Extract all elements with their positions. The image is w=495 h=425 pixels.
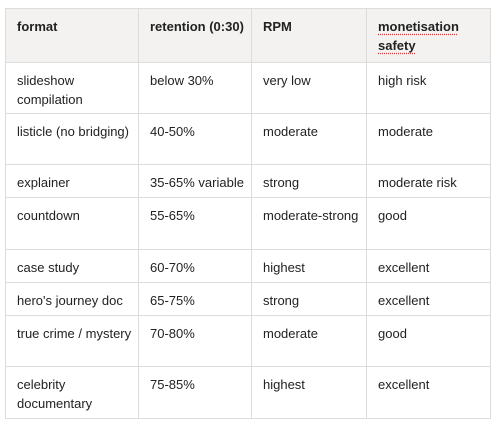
header-text: retention (0:30)	[150, 19, 244, 34]
table-cell: hero's journey doc	[5, 282, 139, 316]
table-cell: excellent	[366, 366, 491, 419]
table-cell: true crime / mystery	[5, 315, 139, 367]
table-row: explainer 35-65% variable strong moderate r…	[5, 164, 491, 198]
table-body: slideshow compilation below 30% very low hi…	[5, 62, 491, 419]
header-cell: RPM	[251, 8, 367, 63]
table-cell: 40-50%	[138, 113, 252, 165]
header-cell: retention (0:30)	[138, 8, 252, 63]
header-row: format retention (0:30) RPM monetisation sa…	[5, 8, 491, 63]
table-row: celebrity documentary 75-85% highest excell…	[5, 366, 491, 419]
header-text: RPM	[263, 19, 292, 34]
table-cell: strong	[251, 282, 367, 316]
table-cell: moderate	[366, 113, 491, 165]
table-row: case study 60-70% highest excellent	[5, 249, 491, 283]
header-cell: monetisation safety	[366, 8, 491, 63]
table-cell: celebrity documentary	[5, 366, 139, 419]
header-text: monetisation safety	[378, 19, 459, 53]
table-cell: below 30%	[138, 62, 252, 114]
table-cell: 55-65%	[138, 197, 252, 250]
table-cell: countdown	[5, 197, 139, 250]
header-text: format	[17, 19, 58, 34]
table-cell: explainer	[5, 164, 139, 198]
table-cell: moderate risk	[366, 164, 491, 198]
table-row: countdown 55-65% moderate-strong good	[5, 197, 491, 250]
comparison-table: format retention (0:30) RPM monetisation sa…	[5, 8, 491, 419]
header-cell: format	[5, 8, 139, 63]
table-cell: very low	[251, 62, 367, 114]
table-cell: 35-65% variable	[138, 164, 252, 198]
table-cell: high risk	[366, 62, 491, 114]
table-cell: 70-80%	[138, 315, 252, 367]
table-cell: excellent	[366, 282, 491, 316]
table-row: slideshow compilation below 30% very low hi…	[5, 62, 491, 114]
table-cell: 60-70%	[138, 249, 252, 283]
table-cell: moderate	[251, 315, 367, 367]
table-cell: good	[366, 197, 491, 250]
table-cell: excellent	[366, 249, 491, 283]
table-cell: strong	[251, 164, 367, 198]
table-cell: good	[366, 315, 491, 367]
table-cell: listicle (no bridging)	[5, 113, 139, 165]
table-row: listicle (no bridging) 40-50% moderate mode…	[5, 113, 491, 165]
table-cell: case study	[5, 249, 139, 283]
table-cell: highest	[251, 366, 367, 419]
table-cell: moderate-strong	[251, 197, 367, 250]
table-cell: slideshow compilation	[5, 62, 139, 114]
table-cell: 65-75%	[138, 282, 252, 316]
table-cell: moderate	[251, 113, 367, 165]
table-container: format retention (0:30) RPM monetisation sa…	[5, 8, 491, 419]
table-row: hero's journey doc 65-75% strong excellent	[5, 282, 491, 316]
table-cell: highest	[251, 249, 367, 283]
table-row: true crime / mystery 70-80% moderate good	[5, 315, 491, 367]
table-cell: 75-85%	[138, 366, 252, 419]
